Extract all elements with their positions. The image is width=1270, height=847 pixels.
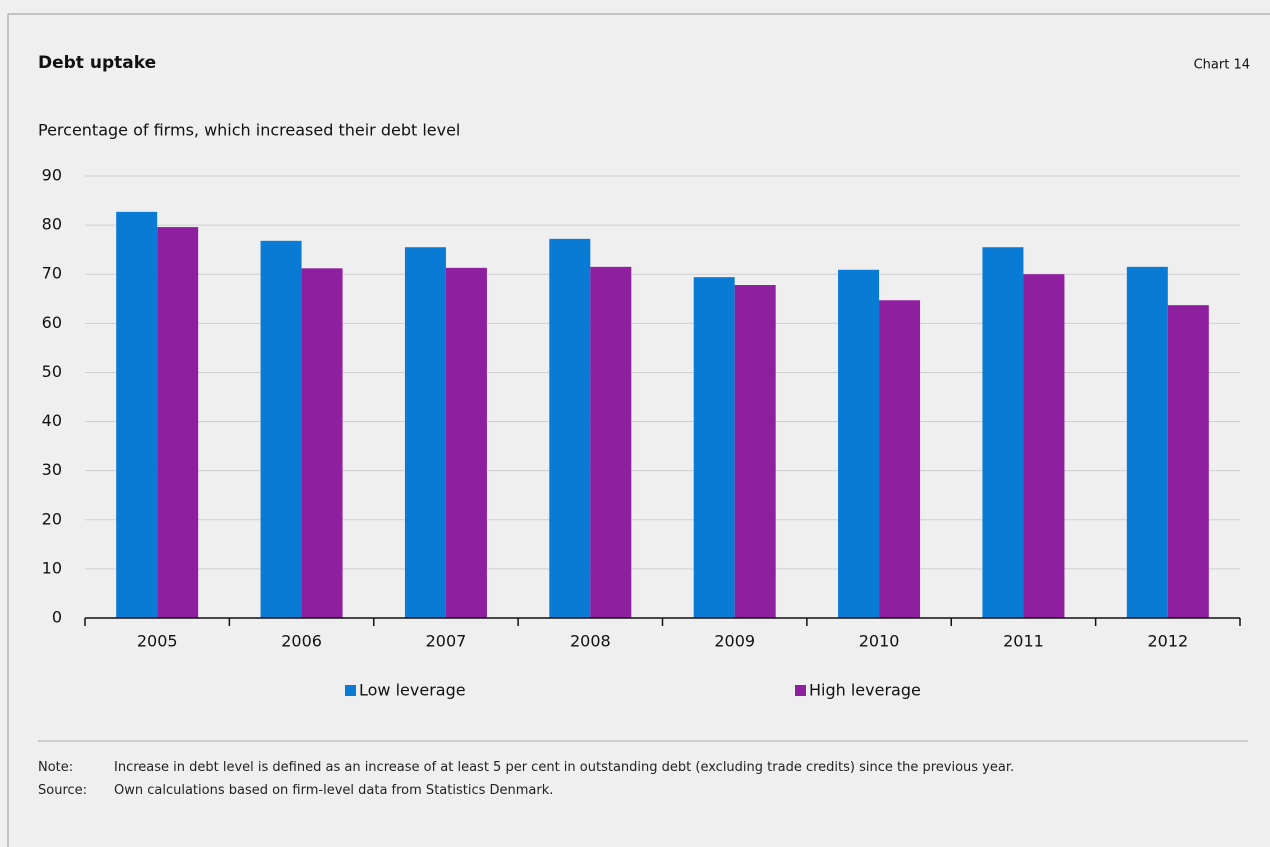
- bar: [879, 300, 921, 618]
- bar: [549, 238, 591, 618]
- bar: [445, 267, 487, 618]
- bar: [260, 240, 302, 618]
- bar: [590, 266, 632, 618]
- legend-label: High leverage: [809, 681, 921, 700]
- bar: [693, 277, 735, 618]
- note-text: Increase in debt level is defined as an …: [114, 760, 1015, 775]
- note-text: Own calculations based on firm-level dat…: [114, 783, 554, 798]
- x-tick-label: 2005: [137, 632, 178, 651]
- bar: [116, 211, 158, 618]
- subtitle: Percentage of firms, which increased the…: [38, 121, 460, 140]
- x-tick-label: 2009: [714, 632, 755, 651]
- bar: [1126, 266, 1168, 618]
- chart-label: Chart 14: [1194, 58, 1250, 73]
- bar: [404, 247, 446, 618]
- bar: [982, 247, 1024, 618]
- y-tick-label: 90: [42, 166, 62, 185]
- x-tick-label: 2010: [859, 632, 900, 651]
- bar: [838, 269, 880, 618]
- x-tick-label: 2011: [1003, 632, 1044, 651]
- x-tick-label: 2008: [570, 632, 611, 651]
- notes: Note: Increase in debt level is defined a…: [38, 756, 1248, 802]
- bar: [1167, 305, 1209, 618]
- note-label: Source:: [38, 783, 88, 798]
- bar: [301, 268, 343, 618]
- y-tick-label: 70: [42, 264, 62, 283]
- legend-swatch: [795, 685, 806, 696]
- y-tick-label: 20: [42, 509, 62, 528]
- bar: [1023, 274, 1065, 618]
- y-tick-label: 0: [52, 608, 62, 627]
- y-tick-label: 30: [42, 460, 62, 479]
- bar: [157, 227, 199, 618]
- note: Note: Increase in debt level is defined a…: [38, 756, 1248, 779]
- legend-label: Low leverage: [359, 681, 466, 700]
- y-tick-label: 40: [42, 411, 62, 430]
- x-tick-label: 2006: [281, 632, 322, 651]
- y-tick-label: 60: [42, 313, 62, 332]
- bar: [734, 285, 776, 618]
- y-tick-label: 50: [42, 362, 62, 381]
- legend-swatch: [345, 685, 356, 696]
- y-tick-label: 10: [42, 558, 62, 577]
- note: Source: Own calculations based on firm-le…: [38, 779, 1248, 802]
- x-tick-label: 2012: [1147, 632, 1188, 651]
- y-tick-label: 80: [42, 215, 62, 234]
- x-tick-label: 2007: [426, 632, 467, 651]
- note-label: Note:: [38, 760, 74, 775]
- chart-title: Debt uptake: [38, 53, 156, 73]
